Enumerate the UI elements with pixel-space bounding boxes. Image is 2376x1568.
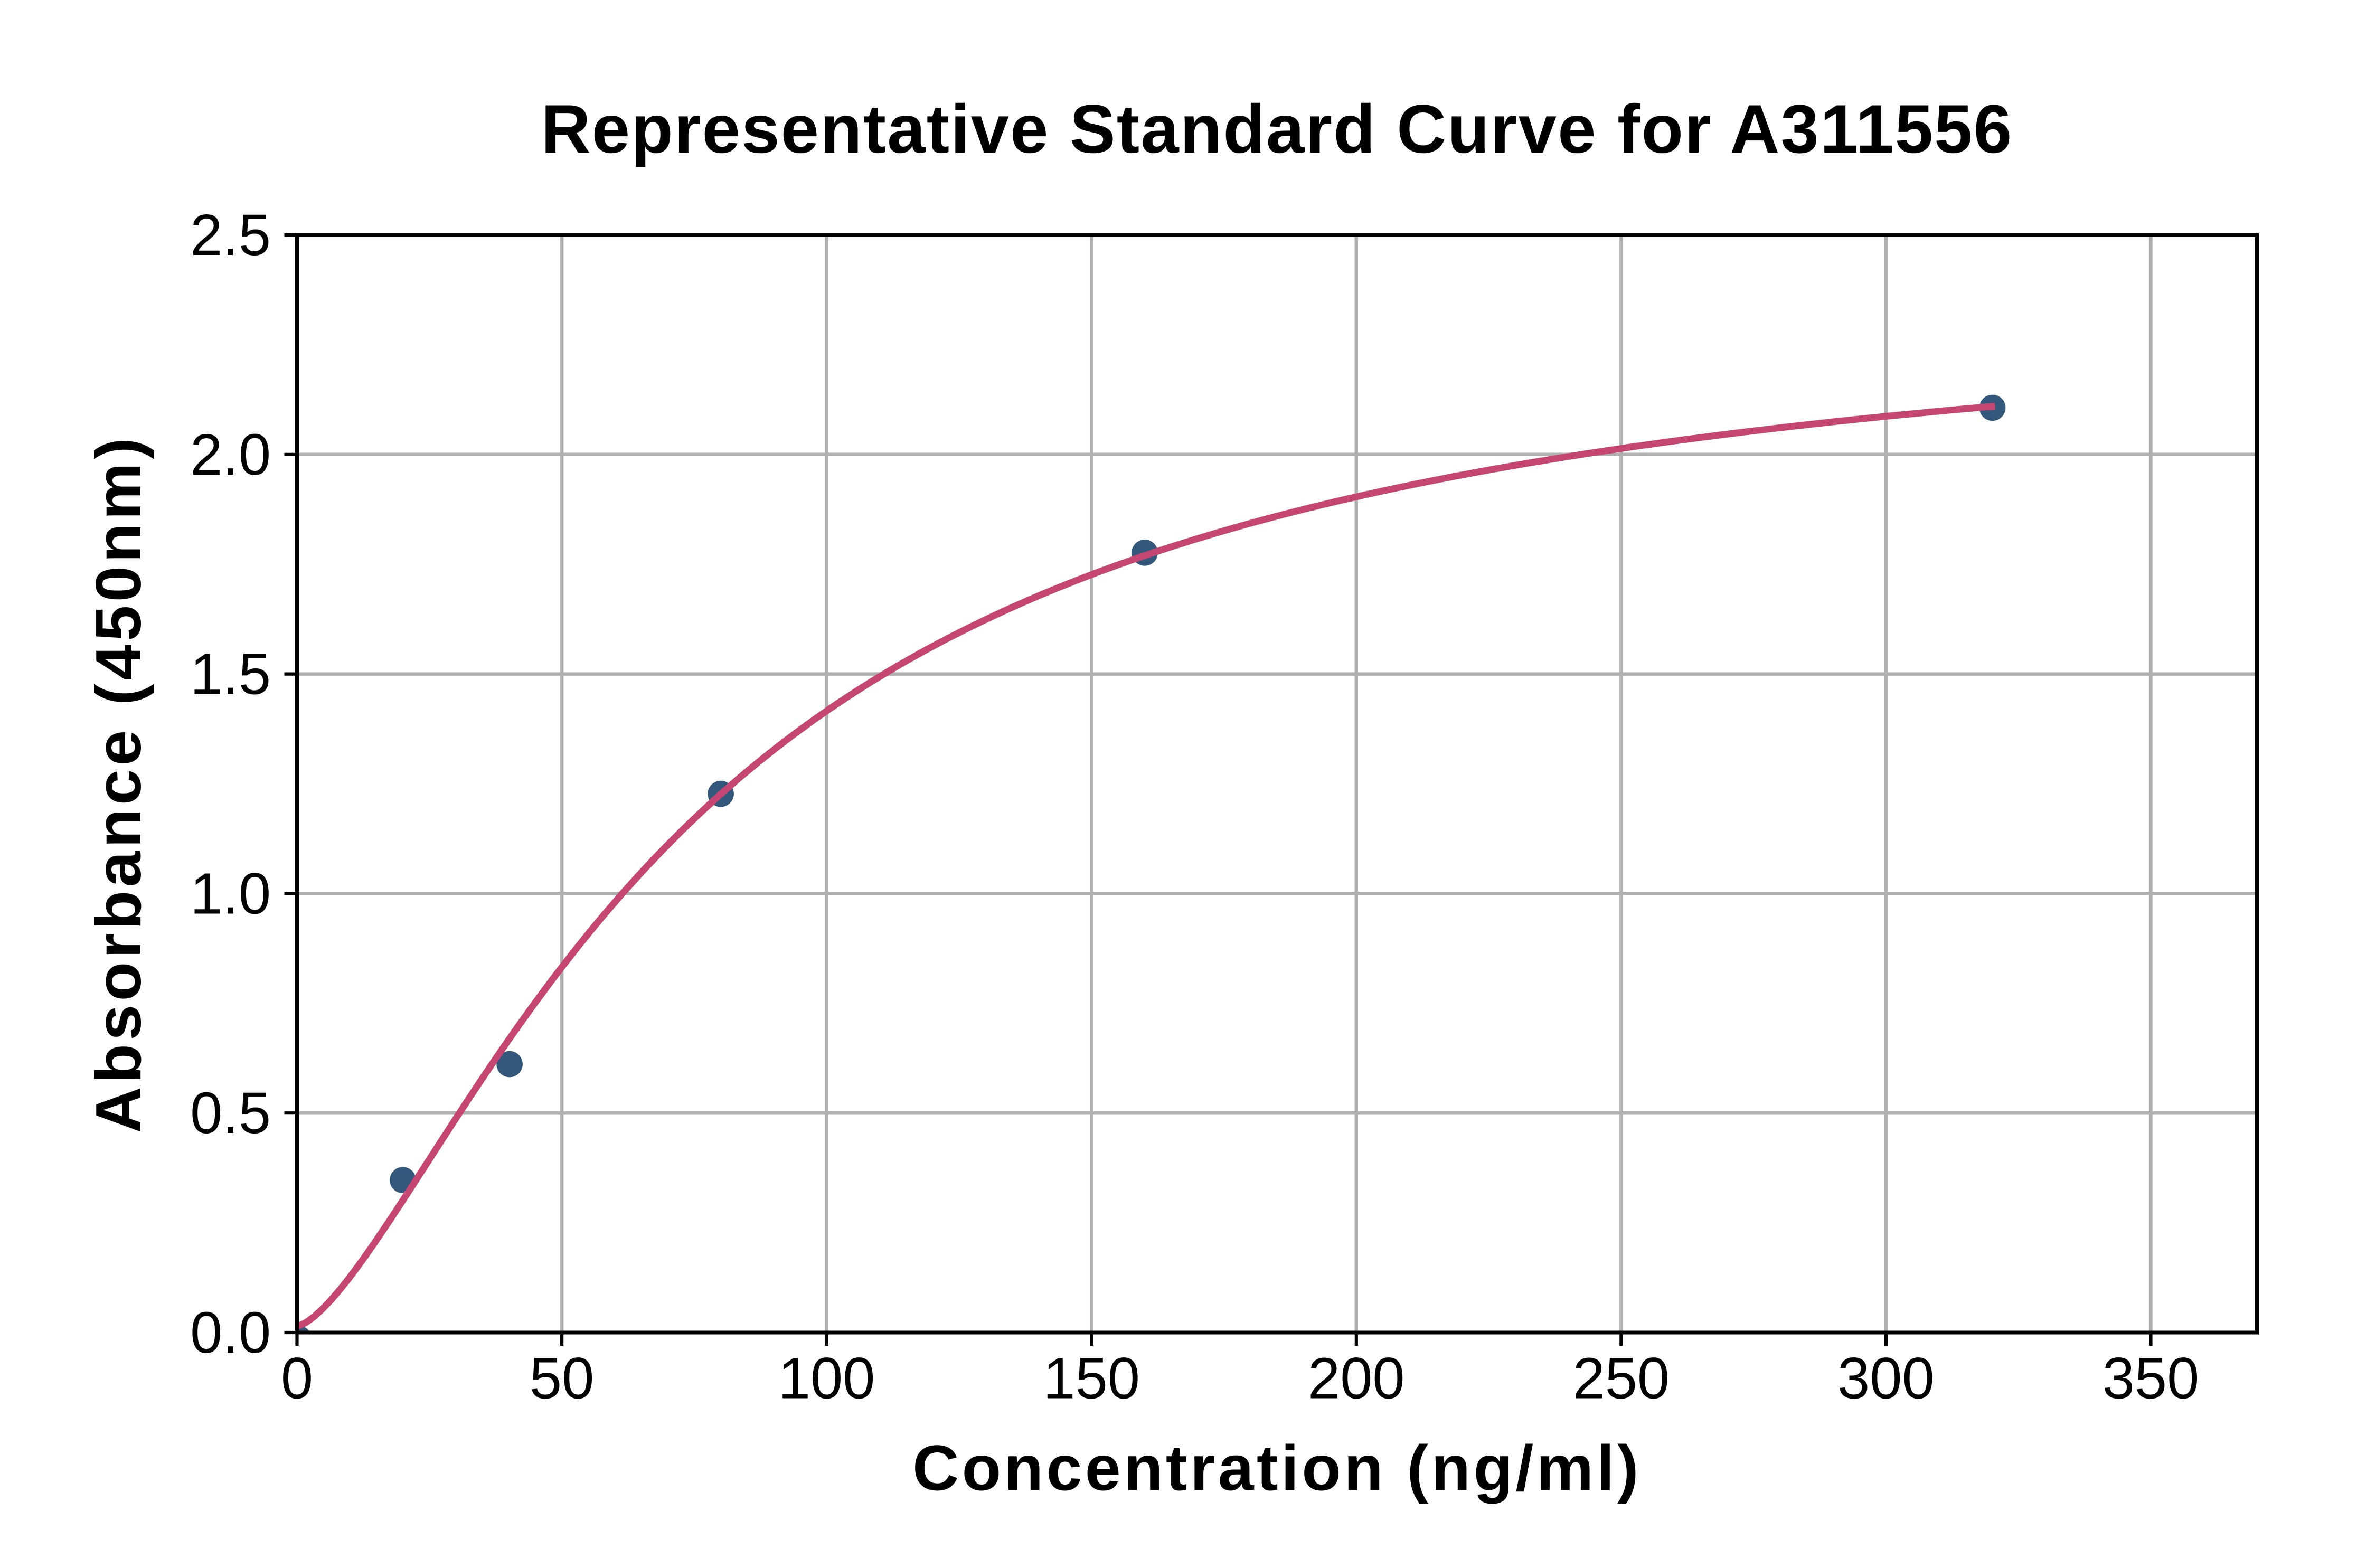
- svg-text:1.0: 1.0: [190, 861, 271, 926]
- svg-text:300: 300: [1837, 1346, 1935, 1411]
- svg-text:0: 0: [281, 1346, 313, 1411]
- svg-text:Representative Standard Curve: Representative Standard Curve for A31155…: [541, 90, 2013, 167]
- svg-text:0.5: 0.5: [190, 1081, 271, 1146]
- svg-text:1.5: 1.5: [190, 642, 271, 707]
- svg-text:Absorbance (450nm): Absorbance (450nm): [82, 434, 154, 1134]
- svg-text:0.0: 0.0: [190, 1300, 271, 1365]
- svg-text:150: 150: [1043, 1346, 1140, 1411]
- svg-text:50: 50: [530, 1346, 594, 1411]
- svg-text:2.0: 2.0: [190, 422, 271, 487]
- svg-text:Concentration (ng/ml): Concentration (ng/ml): [912, 1432, 1642, 1504]
- svg-text:250: 250: [1573, 1346, 1670, 1411]
- svg-text:2.5: 2.5: [190, 203, 271, 268]
- svg-text:200: 200: [1308, 1346, 1405, 1411]
- svg-text:350: 350: [2102, 1346, 2200, 1411]
- svg-text:100: 100: [778, 1346, 875, 1411]
